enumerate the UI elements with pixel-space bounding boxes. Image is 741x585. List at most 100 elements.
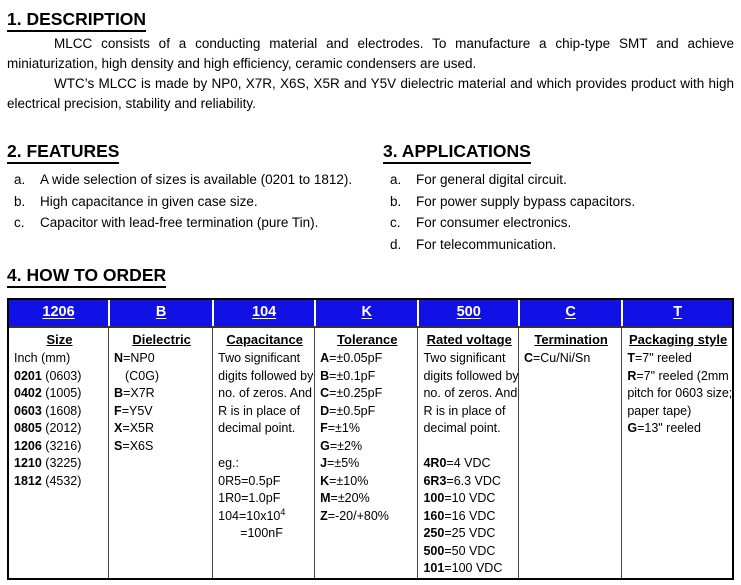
spec-line: R=7" reeled (2mm (627, 368, 729, 383)
order-code: K (361, 304, 373, 320)
section-title-applications: 3. APPLICATIONS (383, 141, 734, 164)
list-item-text: High capacitance in given case size. (40, 193, 258, 209)
order-spec-cell: Rated voltage Two significant digits follo… (417, 328, 519, 578)
application-item: b. For power supply bypass capacitors. (383, 191, 734, 213)
order-code-row: 1206 B 104 K 500 C T (9, 300, 732, 328)
spec-line: eg.: (218, 456, 240, 470)
spec-line: 0603 (1608) (14, 403, 82, 418)
spec-line: 6R3=6.3 VDC (423, 473, 501, 488)
spec-line: 0R5=0.5pF (218, 473, 281, 488)
spec-line: 101=100 VDC (423, 561, 503, 575)
spec-line: X=X5R (114, 421, 155, 435)
description-section: 1. DESCRIPTION MLCC consists of a conduc… (7, 9, 734, 114)
spec-line: Two significant (218, 351, 301, 365)
order-code-cell: T (621, 300, 732, 326)
features-applications-row: 2. FEATURES a. A wide selection of sizes … (7, 141, 734, 255)
description-paragraph-2: WTC’s MLCC is made by NP0, X7R, X6S, X5R… (7, 76, 734, 111)
order-code: B (155, 304, 167, 320)
spec-line: no. of zeros. And (218, 386, 312, 400)
applications-list: a. For general digital circuit. b. For powe… (383, 169, 734, 255)
section-title-description: 1. DESCRIPTION (7, 9, 734, 32)
order-spec-cell: Tolerance A=±0.05pF B=±0.1pF C=±0.25pF D=±0.… (314, 328, 417, 578)
spec-line: 160=16 VDC (423, 508, 496, 523)
list-marker: a. (390, 172, 402, 187)
features-section: 2. FEATURES a. A wide selection of sizes … (7, 141, 383, 255)
spec-line: 0201 (0603) (14, 368, 82, 383)
spec-line: Z=-20/+80% (320, 508, 389, 523)
spec-line: M=±20% (320, 491, 370, 505)
spec-line: R is in place of (218, 403, 301, 418)
spec-line: =100nF (240, 526, 283, 540)
column-title: Size (46, 332, 73, 347)
feature-item: a. A wide selection of sizes is available… (7, 169, 383, 191)
list-marker: b. (390, 193, 402, 209)
spec-line: N=NP0 (114, 351, 155, 365)
feature-item: b. High capacitance in given case size. (7, 191, 383, 213)
spec-line: F=Y5V (114, 403, 153, 418)
application-item: d. For telecommunication. (383, 234, 734, 256)
spec-line: 1210 (3225) (14, 456, 82, 470)
spec-line: 500=50 VDC (423, 543, 496, 558)
order-code-cell: B (108, 300, 213, 326)
spec-line: S=X6S (114, 438, 154, 453)
list-marker: a. (14, 172, 26, 187)
spec-line: 0805 (2012) (14, 421, 82, 435)
spec-line: digits followed by (423, 368, 519, 383)
spec-line: 1206 (3216) (14, 438, 82, 453)
list-item-text: For general digital circuit. (416, 172, 567, 187)
column-title: Tolerance (337, 332, 398, 347)
spec-line: no. of zeros. And (423, 386, 518, 400)
spec-line: B=X7R (114, 386, 155, 400)
features-list: a. A wide selection of sizes is available… (7, 169, 383, 234)
order-spec-row: Size Inch (mm) 0201 (0603) 0402 (1005) 0603 … (9, 328, 732, 578)
list-item-text: A wide selection of sizes is available (… (40, 172, 353, 187)
order-code-cell: C (517, 300, 622, 326)
order-code: 1206 (42, 304, 75, 320)
spec-line: T=7" reeled (627, 351, 692, 365)
order-spec-cell: Size Inch (mm) 0201 (0603) 0402 (1005) 0603 … (9, 328, 108, 578)
spec-line: J=±5% (320, 456, 360, 470)
list-marker: c. (14, 215, 25, 230)
spec-line: R is in place of (423, 403, 506, 418)
order-spec-cell: Termination C=Cu/Ni/Sn (517, 328, 621, 578)
list-marker: b. (14, 193, 26, 209)
order-spec-cell: Packaging style T=7" reeled R=7" reeled (2… (621, 328, 732, 578)
description-paragraphs: MLCC consists of a conducting material a… (7, 34, 734, 114)
column-title: Rated voltage (426, 332, 512, 347)
spec-line: D=±0.5pF (320, 403, 376, 418)
applications-section: 3. APPLICATIONS a. For general digital ci… (383, 141, 734, 255)
spec-line: (C0G) (125, 368, 160, 383)
section-title-how-to-order: 4. HOW TO ORDER (7, 265, 734, 288)
list-item-text: For telecommunication. (416, 236, 557, 252)
order-spec-cell: Dielectric N=NP0 (C0G) B=X7R F=Y5V X=X5R S=X6S (108, 328, 212, 578)
application-item: c. For consumer electronics. (383, 212, 734, 234)
list-item-text: For power supply bypass capacitors. (416, 193, 636, 209)
how-to-order-table: 1206 B 104 K 500 C T Size Inch (mm) 0201 (0603) 0… (7, 298, 734, 580)
list-marker: c. (390, 215, 401, 230)
spec-line: F=±1% (320, 421, 360, 435)
order-code-cell: 1206 (9, 300, 109, 326)
spec-line: pitch for 0603 size; (627, 386, 733, 400)
spec-line: 1R0=1.0pF (218, 491, 281, 505)
spec-line: 104=10x104 (218, 506, 286, 523)
column-title: Termination (534, 332, 608, 347)
spec-line: decimal point. (423, 421, 501, 435)
order-code-cell: 500 (417, 300, 518, 326)
spec-line: 100=10 VDC (423, 491, 496, 505)
spec-line: C=±0.25pF (320, 386, 383, 400)
spec-line: B=±0.1pF (320, 368, 376, 383)
section-title-features: 2. FEATURES (7, 141, 383, 164)
spec-line: Inch (mm) (14, 351, 71, 365)
spec-line: paper tape) (627, 403, 692, 418)
spec-line: 4R0=4 VDC (423, 456, 491, 470)
list-item-text: For consumer electronics. (416, 215, 572, 230)
spec-line: A=±0.05pF (320, 351, 383, 365)
spec-line: C=Cu/Ni/Sn (523, 351, 591, 365)
application-item: a. For general digital circuit. (383, 169, 734, 191)
spec-line (423, 438, 514, 456)
order-code-cell: K (314, 300, 418, 326)
spec-line: 1812 (4532) (14, 473, 82, 488)
list-marker: d. (390, 236, 402, 252)
